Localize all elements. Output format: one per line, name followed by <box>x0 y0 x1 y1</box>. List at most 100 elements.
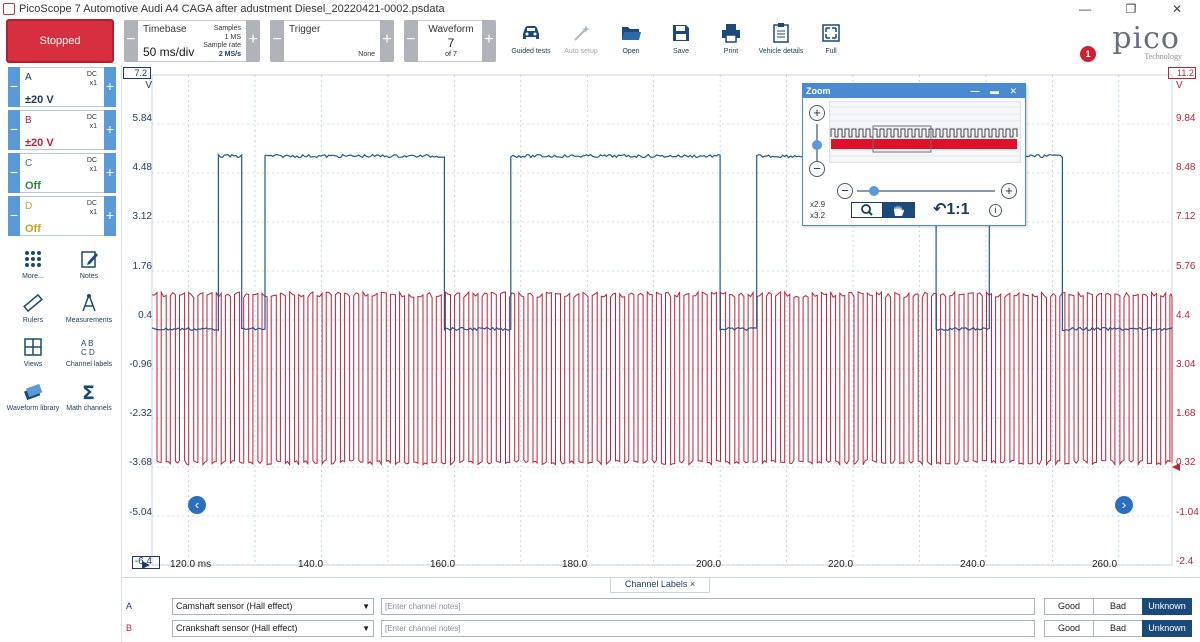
zoom-horizontal-out-button[interactable]: − <box>837 183 853 199</box>
open-label: Open <box>622 48 640 55</box>
trigger-increase-button[interactable]: + <box>380 20 394 62</box>
measurements-button[interactable]: Measurements <box>62 293 116 325</box>
full-screen-button[interactable]: Full <box>806 20 856 62</box>
trigger-decrease-button[interactable]: − <box>270 20 284 62</box>
views-button[interactable]: Views <box>6 337 60 369</box>
channel-a-range-up[interactable]: + <box>104 67 116 107</box>
channel-d-letter: D <box>25 201 33 212</box>
channel-d-control[interactable]: − D DC x1 Off + <box>8 196 116 236</box>
channel-c-control[interactable]: − C DC x1 Off + <box>8 153 116 193</box>
channel-b-bad-button[interactable]: Bad <box>1093 620 1143 637</box>
logo-word: pico <box>1112 21 1180 56</box>
zoom-vertical-in-button[interactable]: + <box>809 105 825 121</box>
hand-icon <box>894 205 904 216</box>
channel-a-control[interactable]: − A DC x1 ±20 V + <box>8 67 116 107</box>
zoom-horizontal-in-button[interactable]: + <box>1001 183 1017 199</box>
print-button[interactable]: Print <box>706 20 756 62</box>
pan-tool-button[interactable] <box>883 202 915 218</box>
channel-a-good-button[interactable]: Good <box>1044 598 1094 615</box>
zoom-vertical-out-button[interactable]: − <box>809 161 825 177</box>
previous-waveform-button[interactable]: ‹ <box>188 496 206 514</box>
waveform-library-button[interactable]: Waveform library <box>6 381 60 413</box>
channel-c-range-down[interactable]: − <box>8 153 20 193</box>
channel-a-range[interactable]: ±20 V <box>25 94 54 106</box>
channel-d-coupling[interactable]: DC x1 <box>86 200 97 216</box>
math-channels-button[interactable]: Σ Math channels <box>62 381 116 413</box>
channel-a-unknown-button[interactable]: Unknown <box>1142 598 1192 615</box>
zoom-horizontal-slider-track[interactable] <box>857 190 995 192</box>
channel-b-notes-input[interactable]: [Enter channel notes] <box>381 620 1035 637</box>
waveform-library-icon <box>24 383 43 401</box>
scope-plot[interactable] <box>122 65 1200 577</box>
channel-b-range-up[interactable]: + <box>104 110 116 150</box>
channel-b-good-button[interactable]: Good <box>1044 620 1094 637</box>
zoom-window-header[interactable]: Zoom — ▬ ✕ <box>803 84 1025 98</box>
channel-b-range[interactable]: ±20 V <box>25 137 54 149</box>
zoom-info-button[interactable]: i <box>989 204 1002 217</box>
notes-label: Notes <box>79 273 99 280</box>
channel-b-unknown-button[interactable]: Unknown <box>1142 620 1192 637</box>
channel-b-range-down[interactable]: − <box>8 110 20 150</box>
auto-setup-button[interactable]: Auto setup <box>556 20 606 62</box>
channel-a-range-down[interactable]: − <box>8 67 20 107</box>
timebase-value[interactable]: 50 ms/div <box>143 45 195 59</box>
notes-icon <box>81 251 98 268</box>
channel-d-range-up[interactable]: + <box>104 196 116 236</box>
waveform-next-button[interactable]: + <box>482 20 496 62</box>
channel-c-range-up[interactable]: + <box>104 153 116 193</box>
rulers-button[interactable]: Rulers <box>6 293 60 325</box>
channel-a-letter: A <box>25 72 32 83</box>
guided-tests-button[interactable]: Guided tests <box>506 20 556 62</box>
sample-rate-value[interactable]: 2 MS/s <box>218 51 241 58</box>
notifications-badge[interactable]: 1 <box>1080 46 1096 62</box>
channel-label-row-b: B Crankshaft sensor (Hall effect) ▼ [Ente… <box>122 620 1200 640</box>
channel-a-notes-input[interactable]: [Enter channel notes] <box>381 598 1035 615</box>
channel-c-range[interactable]: Off <box>25 180 41 192</box>
channel-a-bad-button[interactable]: Bad <box>1093 598 1143 615</box>
close-button[interactable]: ✕ <box>1171 1 1183 16</box>
vehicle-details-button[interactable]: Vehicle details <box>756 20 806 62</box>
channel-b-control[interactable]: − B DC x1 ±20 V + <box>8 110 116 150</box>
zoom-overview-thumbnail[interactable] <box>829 101 1021 163</box>
logo-subtitle: Technology <box>1144 52 1182 61</box>
zoom-horizontal-slider-thumb[interactable] <box>869 186 879 196</box>
waveform-library-label: Waveform library <box>6 405 60 412</box>
open-button[interactable]: Open <box>606 20 656 62</box>
y-axis-right-top-value[interactable]: 11.2 <box>1168 67 1196 79</box>
notes-button[interactable]: Notes <box>62 249 116 281</box>
waveform-current[interactable]: 7 <box>447 36 455 50</box>
zoom-overview-window[interactable]: Zoom — ▬ ✕ + − − + x2.9 x3.2 ↶1:1 i <box>802 83 1026 226</box>
channel-d-range-down[interactable]: − <box>8 196 20 236</box>
zoom-tool-button[interactable] <box>851 202 883 218</box>
timebase-decrease-button[interactable]: − <box>124 20 138 62</box>
waveform-previous-button[interactable]: − <box>404 20 418 62</box>
measurements-icon <box>82 294 96 312</box>
next-waveform-button[interactable]: › <box>1115 496 1133 514</box>
timebase-increase-button[interactable]: + <box>246 20 260 62</box>
save-icon <box>673 25 689 41</box>
run-stop-button[interactable]: Stopped <box>6 19 114 63</box>
zoom-reset-button[interactable]: ↶1:1 <box>933 199 970 219</box>
zoom-vertical-slider-thumb[interactable] <box>812 140 822 150</box>
channel-labels-tab[interactable]: Channel Labels × <box>610 578 710 593</box>
save-button[interactable]: Save <box>656 20 706 62</box>
maximize-button[interactable]: ❐ <box>1125 1 1137 16</box>
x-axis-start-marker[interactable] <box>132 556 160 569</box>
trigger-mode[interactable]: None <box>358 51 375 58</box>
channel-a-coupling[interactable]: DC x1 <box>86 71 97 87</box>
zoom-window-controls[interactable]: — ▬ ✕ <box>970 86 1021 96</box>
channel-labels-tab-close[interactable]: × <box>689 579 696 589</box>
channel-b-letter: B <box>25 115 32 126</box>
channel-d-range[interactable]: Off <box>25 223 41 235</box>
channel-a-label-select[interactable]: Camshaft sensor (Hall effect) ▼ <box>172 598 374 615</box>
scope-view[interactable]: 7.2 V 11.2 V ‹ › 5.84 4.48 3.12 1.76 0.4 -0.9… <box>122 65 1200 577</box>
y-axis-left-top-value[interactable]: 7.2 <box>123 67 151 79</box>
channel-b-coupling[interactable]: DC x1 <box>86 114 97 130</box>
channel-b-label-select[interactable]: Crankshaft sensor (Hall effect) ▼ <box>172 620 374 637</box>
channel-c-coupling[interactable]: DC x1 <box>86 157 97 173</box>
more-button[interactable]: More... <box>6 249 60 281</box>
minimize-button[interactable]: — <box>1079 1 1091 16</box>
samples-value[interactable]: 1 MS <box>224 34 241 41</box>
channel-a-indicator: A <box>126 601 133 611</box>
